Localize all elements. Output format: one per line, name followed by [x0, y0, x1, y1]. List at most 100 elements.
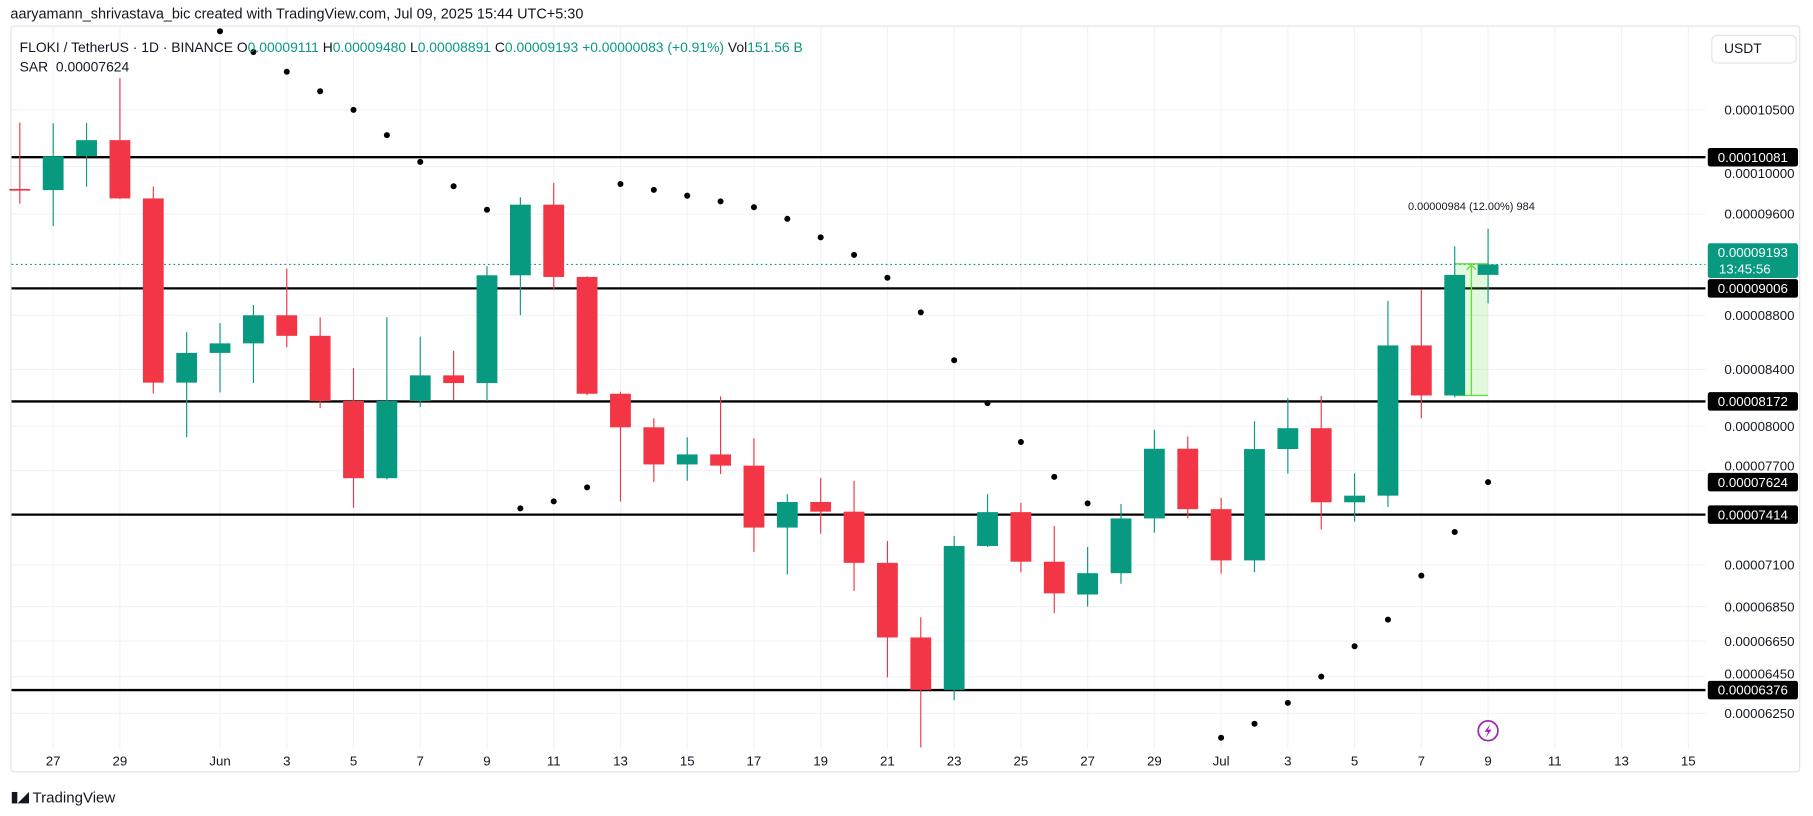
lightning-icon: [1484, 723, 1492, 738]
candle-body[interactable]: [1043, 561, 1065, 594]
level-price-label-box: [1707, 279, 1798, 298]
sar-dot: [1451, 529, 1458, 536]
time-axis-label: 7: [417, 753, 424, 768]
time-axis-label: 27: [1080, 753, 1095, 768]
candle-body[interactable]: [810, 501, 832, 512]
price-axis-label: 0.00008800: [1724, 308, 1794, 323]
time-axis-label: 11: [1548, 753, 1562, 768]
candle-body[interactable]: [1177, 448, 1199, 510]
low-label: L: [409, 39, 418, 56]
candle-body[interactable]: [509, 204, 531, 276]
candle-body[interactable]: [1477, 264, 1499, 275]
sar-dot: [317, 88, 324, 95]
candle-body[interactable]: [776, 501, 798, 528]
candle-body[interactable]: [276, 315, 298, 336]
candle-body[interactable]: [376, 400, 398, 479]
last-price-label-box: [1707, 243, 1798, 278]
time-axis-label: 29: [1147, 753, 1162, 768]
level-price-label-box: [1707, 505, 1798, 524]
candle-body[interactable]: [543, 204, 565, 277]
candle-body[interactable]: [476, 275, 498, 384]
candle-body[interactable]: [209, 343, 231, 353]
candle-body[interactable]: [1377, 345, 1399, 496]
sar-dot: [1017, 438, 1024, 445]
price-axis-label: 0.00010500: [1724, 102, 1794, 117]
candle-body[interactable]: [1410, 345, 1432, 396]
chart-frame: [10, 25, 1801, 773]
candle-body[interactable]: [977, 512, 998, 546]
candle-body[interactable]: [610, 393, 631, 428]
sar-price-label-box: [1707, 472, 1798, 492]
candle-body[interactable]: [1344, 495, 1365, 503]
candle-body[interactable]: [76, 140, 97, 157]
time-axis-label: 3: [283, 753, 290, 768]
time-axis-label: 5: [350, 753, 357, 768]
candle-body[interactable]: [1143, 448, 1165, 519]
candle-body[interactable]: [242, 315, 264, 344]
sar-dot: [1351, 643, 1358, 650]
candle-body[interactable]: [176, 352, 198, 383]
level-price-label: 0.00008172: [1718, 394, 1788, 409]
volume-value: 151.56 B: [747, 39, 803, 56]
measure-arrow-head-icon: [1466, 264, 1477, 271]
candle-body[interactable]: [1444, 274, 1466, 396]
candle-body[interactable]: [142, 198, 164, 383]
tradingview-brand[interactable]: ▮◢ TradingView: [10, 787, 115, 806]
symbol-legend: FLOKI / TetherUS · 1D · BINANCE O0.00009…: [20, 39, 803, 55]
sar-dot: [1485, 479, 1492, 486]
candle-body[interactable]: [343, 400, 364, 479]
candle-body[interactable]: [1110, 518, 1132, 574]
candle-body[interactable]: [877, 562, 898, 638]
time-axis-label: 3: [1284, 753, 1291, 768]
candle-body[interactable]: [409, 375, 431, 401]
time-axis-label: 21: [880, 753, 895, 768]
candle-body[interactable]: [1210, 509, 1232, 561]
candle-body[interactable]: [643, 427, 665, 465]
volume-label: Vol: [727, 39, 748, 56]
sar-dot: [483, 206, 490, 213]
sar-dot: [217, 28, 224, 35]
last-price-label: 0.00009193: [1718, 245, 1788, 260]
open-value: 0.00009111: [247, 39, 319, 56]
candle-body[interactable]: [843, 511, 865, 563]
currency-button[interactable]: USDT: [1711, 34, 1797, 64]
sar-dot: [1051, 473, 1058, 480]
candle-body[interactable]: [443, 375, 465, 384]
candle-body[interactable]: [576, 276, 598, 394]
candle-body[interactable]: [1077, 573, 1099, 595]
sar-dot: [1384, 616, 1391, 623]
tradingview-logo-icon: ▮◢: [10, 787, 29, 805]
sar-dot: [1284, 699, 1291, 706]
candle-body[interactable]: [1244, 449, 1265, 561]
sar-dot: [1318, 673, 1325, 680]
brand-label: TradingView: [32, 787, 116, 806]
candle-body[interactable]: [309, 335, 331, 401]
candle-body[interactable]: [1010, 512, 1032, 562]
candle-body[interactable]: [1310, 428, 1332, 503]
time-axis-label: 13: [1614, 753, 1629, 768]
time-axis-label: 25: [1014, 753, 1029, 768]
time-axis-label: Jul: [1213, 753, 1230, 768]
candle-body[interactable]: [9, 188, 31, 191]
sar-dot: [617, 181, 624, 188]
candle-body[interactable]: [109, 140, 131, 199]
level-price-label-box: [1707, 147, 1798, 167]
time-axis-label: 17: [747, 753, 762, 768]
sar-dot: [817, 234, 824, 241]
price-axis-label: 0.00009600: [1724, 207, 1794, 222]
candle-body[interactable]: [710, 454, 731, 466]
sar-legend[interactable]: SAR 0.00007624: [20, 59, 130, 75]
candle-body[interactable]: [676, 454, 698, 465]
candle-body[interactable]: [743, 465, 765, 528]
sar-value: 0.00007624: [55, 58, 130, 76]
candle-body[interactable]: [42, 156, 64, 191]
candle-body[interactable]: [1277, 428, 1299, 450]
candle-body[interactable]: [910, 637, 932, 690]
candle-body[interactable]: [943, 545, 965, 690]
sar-dot: [884, 274, 891, 281]
level-price-label: 0.00006376: [1718, 683, 1788, 698]
measure-label: 0.00000984 (12.00%) 984: [1408, 201, 1535, 213]
symbol-title[interactable]: FLOKI / TetherUS · 1D · BINANCE: [19, 39, 233, 56]
